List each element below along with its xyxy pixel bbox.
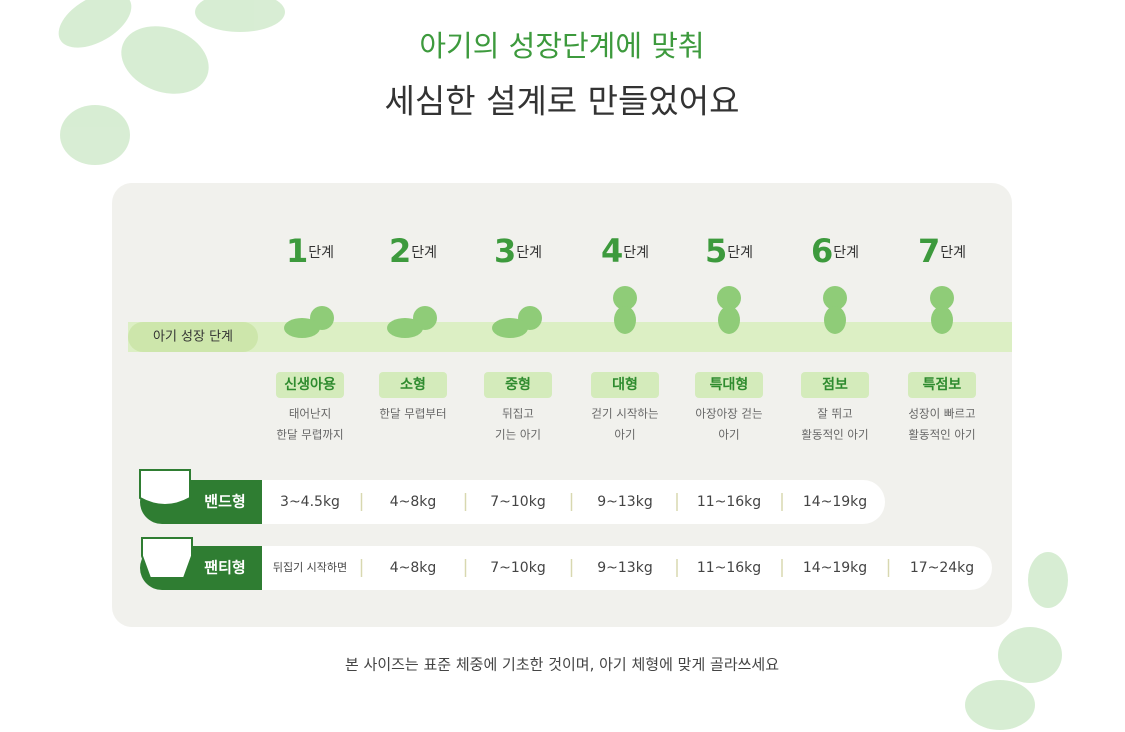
- stage-number: 5: [705, 232, 727, 270]
- stage-desc: 활동적인 아기: [908, 428, 975, 442]
- growth-band: [128, 322, 1012, 352]
- header-line1: 아기의 성장단계에 맞춰: [419, 29, 704, 63]
- baby-body: [931, 306, 953, 334]
- size-label: 점보: [822, 376, 848, 393]
- baby-body: [718, 306, 740, 334]
- band-value: 7~10kg: [490, 494, 545, 510]
- size-pill: [801, 372, 869, 398]
- size-pill: [484, 372, 552, 398]
- stage-label-pill: [128, 322, 258, 352]
- stage-unit: 단계: [516, 245, 542, 261]
- footnote: 본 사이즈는 표준 체중에 기초한 것이며, 아기 체형에 맞게 골라쓰세요: [345, 656, 779, 674]
- pants-row: [140, 546, 992, 590]
- size-pill: [379, 372, 447, 398]
- stage-heading: 5단계: [705, 232, 753, 270]
- stage-desc: 태어난지: [289, 407, 331, 421]
- stage-desc: 아기: [718, 428, 739, 442]
- pants-value: 14~19kg: [803, 560, 867, 576]
- leaf-decoration: [58, 0, 1068, 730]
- stage-unit: 단계: [623, 245, 649, 261]
- baby-icon: [387, 306, 437, 338]
- stage-heading: 2단계: [389, 232, 437, 270]
- size-label: 특대형: [710, 376, 749, 393]
- size-pill: [695, 372, 763, 398]
- size-pill: [591, 372, 659, 398]
- band-row: [140, 480, 885, 524]
- baby-icon: [823, 286, 847, 334]
- band-value: 3~4.5kg: [280, 494, 340, 510]
- band-value: 4~8kg: [390, 494, 437, 510]
- pants-diaper-icon: [141, 537, 193, 579]
- pants-value: 7~10kg: [490, 560, 545, 576]
- baby-body: [824, 306, 846, 334]
- size-pill: [276, 372, 344, 398]
- stage-number: 6: [811, 232, 833, 270]
- stage-unit: 단계: [727, 245, 753, 261]
- stage-number: 4: [601, 232, 623, 270]
- baby-head: [613, 286, 637, 310]
- baby-head: [823, 286, 847, 310]
- band-value: 14~19kg: [803, 494, 867, 510]
- stage-unit: 단계: [411, 245, 437, 261]
- size-label: 소형: [400, 376, 426, 393]
- stage-desc: 걷기 시작하는: [591, 407, 658, 421]
- stage-number: 1: [286, 232, 308, 270]
- stage-heading: 1단계: [286, 232, 334, 270]
- stage-desc: 성장이 빠르고: [908, 407, 975, 421]
- stage-heading: 3단계: [494, 232, 542, 270]
- baby-head: [930, 286, 954, 310]
- stage-desc: 한달 무렵부터: [379, 407, 446, 421]
- stage-unit: 단계: [308, 245, 334, 261]
- stage-desc: 아기: [614, 428, 635, 442]
- stage-heading: 4단계: [601, 232, 649, 270]
- stage-number: 7: [918, 232, 940, 270]
- pants-label: 팬티형: [204, 559, 245, 577]
- pants-value: 4~8kg: [390, 560, 437, 576]
- stage-desc: 잘 뛰고: [817, 407, 852, 421]
- stage-number: 2: [389, 232, 411, 270]
- band-value: 11~16kg: [697, 494, 761, 510]
- pants-value: 9~13kg: [597, 560, 652, 576]
- size-label: 중형: [505, 376, 531, 393]
- baby-icon: [930, 286, 954, 334]
- size-label: 대형: [612, 376, 638, 393]
- stage-heading: 7단계: [918, 232, 966, 270]
- band-diaper-icon: [139, 469, 191, 506]
- stage-heading: 6단계: [811, 232, 859, 270]
- baby-body: [284, 318, 320, 338]
- baby-body: [492, 318, 528, 338]
- baby-body: [387, 318, 423, 338]
- stage-unit: 단계: [940, 245, 966, 261]
- size-label: 신생아용: [284, 376, 336, 393]
- stage-desc: 아장아장 걷는: [695, 407, 762, 421]
- baby-icon: [284, 306, 334, 338]
- band-label: 밴드형: [204, 493, 245, 511]
- band-value: 9~13kg: [597, 494, 652, 510]
- baby-icon: [717, 286, 741, 334]
- size-label: 특점보: [923, 376, 962, 393]
- stage-desc: 뒤집고: [502, 407, 534, 421]
- stage-desc: 한달 무렵까지: [276, 428, 343, 442]
- size-pill: [908, 372, 976, 398]
- baby-icon: [492, 306, 542, 338]
- pants-value: 11~16kg: [697, 560, 761, 576]
- stage-unit: 단계: [833, 245, 859, 261]
- pants-value: 17~24kg: [910, 560, 974, 576]
- pants-value: 뒤집기 시작하면: [273, 560, 347, 574]
- stage-desc: 기는 아기: [495, 428, 541, 442]
- stage-number: 3: [494, 232, 516, 270]
- header-line2: 세심한 설계로 만들었어요: [385, 82, 740, 121]
- baby-body: [614, 306, 636, 334]
- stage-label: 아기 성장 단계: [153, 330, 233, 345]
- stage-desc: 활동적인 아기: [801, 428, 868, 442]
- baby-icon: [613, 286, 637, 334]
- baby-head: [717, 286, 741, 310]
